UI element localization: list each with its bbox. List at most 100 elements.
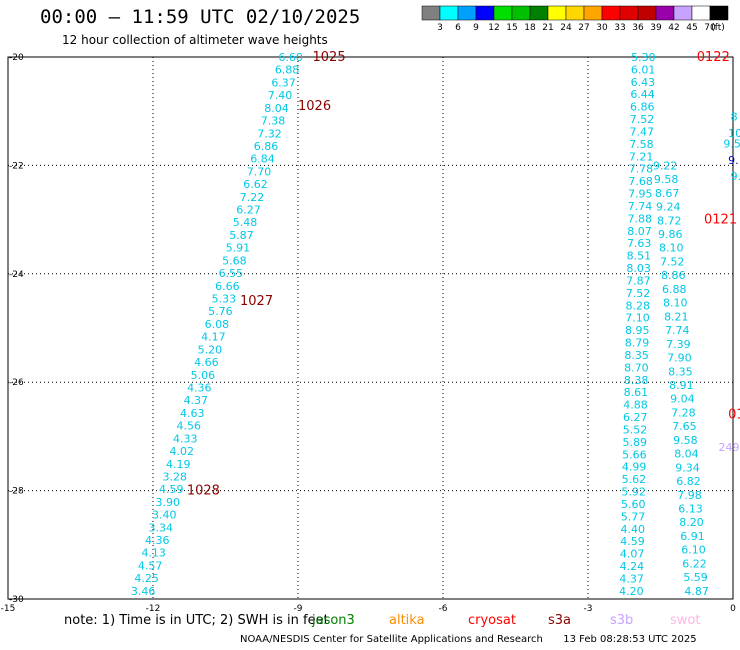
wave-height-label: 4.36 bbox=[187, 381, 212, 394]
wave-height-label: 7.38 bbox=[261, 115, 286, 128]
color-scale-label: 15 bbox=[506, 23, 517, 33]
generated-timestamp: 13 Feb 08:28:53 UTC 2025 bbox=[563, 634, 697, 645]
color-scale-label: 12 bbox=[488, 23, 499, 33]
wave-height-label: 8.07 bbox=[627, 225, 652, 238]
wave-height-label: 8.51 bbox=[627, 250, 652, 263]
wave-height-label: 7.21 bbox=[629, 150, 654, 163]
wave-height-label: 7.87 bbox=[626, 274, 651, 287]
color-scale-swatch bbox=[655, 5, 675, 21]
satellite-legend-swot: swot bbox=[670, 613, 701, 628]
wave-height-label: 6.60 bbox=[278, 51, 303, 64]
wave-height-label: 6.08 bbox=[205, 318, 230, 331]
wave-height-label: 4.33 bbox=[173, 432, 198, 445]
wave-height-label: 6.86 bbox=[630, 101, 655, 114]
footer-note: note: 1) Time is in UTC; 2) SWH is in fe… bbox=[64, 613, 329, 628]
x-tick-label: 0 bbox=[730, 604, 736, 614]
color-scale-label: 27 bbox=[578, 23, 589, 33]
wave-height-label: 4.19 bbox=[166, 458, 191, 471]
wave-height-label: 7.78 bbox=[629, 163, 654, 176]
wave-height-label: 4.63 bbox=[180, 407, 205, 420]
pass-time-label: 1028 bbox=[187, 484, 220, 499]
color-scale-swatch bbox=[439, 5, 459, 21]
wave-height-label: 8.28 bbox=[626, 299, 651, 312]
wave-height-label: 8.61 bbox=[624, 386, 649, 399]
wave-height-label: 8 bbox=[731, 111, 738, 124]
wave-height-label: 7.58 bbox=[629, 138, 654, 151]
wave-height-label: 7.95 bbox=[628, 188, 653, 201]
wave-height-label: 8.21 bbox=[664, 310, 689, 323]
color-scale-label: 24 bbox=[560, 23, 572, 33]
wave-height-label: 4.57 bbox=[138, 559, 163, 572]
wave-height-label: 7.52 bbox=[660, 255, 685, 268]
pass-time-label: 0122 bbox=[697, 50, 730, 65]
wave-height-label: 9.22 bbox=[653, 159, 678, 172]
color-scale-label: 6 bbox=[455, 23, 461, 33]
wave-height-label: 5.91 bbox=[226, 242, 251, 255]
wave-height-label: 6.22 bbox=[682, 557, 707, 570]
color-scale-swatch bbox=[457, 5, 477, 21]
wave-height-label: 8.03 bbox=[626, 262, 651, 275]
wave-height-label: 9.24 bbox=[656, 201, 681, 214]
color-scale-swatch bbox=[619, 5, 639, 21]
color-scale-swatch bbox=[565, 5, 585, 21]
wave-height-label: 7.98 bbox=[677, 489, 702, 502]
y-tick-label: -22 bbox=[9, 161, 24, 171]
pass-time-label: 0121 bbox=[704, 213, 737, 228]
wave-height-label: 4.13 bbox=[141, 547, 166, 560]
wave-height-label: 8.20 bbox=[679, 516, 704, 529]
wave-height-label: 4.59 bbox=[159, 483, 184, 496]
wave-height-label: 6.62 bbox=[243, 178, 268, 191]
color-scale-swatch bbox=[673, 5, 693, 21]
wave-height-label: 7.70 bbox=[247, 165, 272, 178]
wave-height-label: 9. bbox=[731, 170, 740, 183]
wave-height-label: 9.58 bbox=[654, 173, 679, 186]
wave-height-label: 8.38 bbox=[624, 374, 649, 387]
wave-height-label: 6.43 bbox=[631, 76, 656, 89]
wave-height-label: 7.10 bbox=[625, 312, 650, 325]
wave-height-label: 6.55 bbox=[219, 267, 244, 280]
wave-height-label: 7.52 bbox=[630, 113, 655, 126]
chart-subtitle: 12 hour collection of altimeter wave hei… bbox=[62, 33, 328, 47]
wave-height-label: 7.74 bbox=[628, 200, 653, 213]
color-scale-swatch bbox=[511, 5, 531, 21]
satellite-legend-s3a: s3a bbox=[548, 613, 572, 628]
wave-height-label: 8.67 bbox=[655, 187, 680, 200]
wave-height-label: 9.04 bbox=[670, 393, 695, 406]
color-scale-label: 70 bbox=[704, 23, 716, 33]
wave-height-label: 8.86 bbox=[661, 269, 686, 282]
wave-height-label: 5.92 bbox=[621, 486, 646, 499]
wave-height-label: 10 bbox=[728, 127, 740, 140]
satellite-legend-cryosat: cryosat bbox=[468, 613, 516, 628]
wave-height-label: 8.79 bbox=[625, 337, 650, 350]
wave-height-label: 4.59 bbox=[620, 535, 645, 548]
wave-height-label: 8.35 bbox=[668, 365, 693, 378]
wave-height-label: 6.27 bbox=[236, 204, 261, 217]
wave-height-label: 6.27 bbox=[623, 411, 648, 424]
y-tick-label: -30 bbox=[9, 595, 24, 605]
color-scale-swatch bbox=[475, 5, 495, 21]
satellite-legend-altika: altika bbox=[389, 613, 425, 628]
y-tick-label: -24 bbox=[9, 270, 24, 280]
wave-height-label: 5.87 bbox=[229, 229, 254, 242]
y-tick-label: -26 bbox=[9, 378, 24, 388]
wave-height-label: 5.62 bbox=[622, 473, 647, 486]
wave-height-label: 6.91 bbox=[680, 530, 705, 543]
wave-height-label: 4.88 bbox=[623, 399, 648, 412]
color-scale-swatch bbox=[709, 5, 729, 21]
wave-height-label: 6.13 bbox=[678, 503, 703, 516]
wave-height-label: 7.68 bbox=[628, 175, 653, 188]
color-scale-label: 36 bbox=[632, 23, 644, 33]
wave-height-label: 9.86 bbox=[658, 228, 683, 241]
wave-height-label: 6.82 bbox=[676, 475, 701, 488]
wave-height-label: 4.37 bbox=[184, 394, 209, 407]
wave-height-label: 4.36 bbox=[145, 534, 170, 547]
wave-height-label: 8.91 bbox=[669, 379, 694, 392]
wave-height-label: 7.47 bbox=[629, 125, 654, 138]
credit-text: NOAA/NESDIS Center for Satellite Applica… bbox=[240, 634, 543, 645]
x-tick-label: -9 bbox=[294, 604, 303, 614]
wave-height-label: 5.30 bbox=[631, 51, 656, 64]
wave-height-label: 8.10 bbox=[663, 297, 688, 310]
wave-height-label: 6.86 bbox=[254, 140, 279, 153]
wave-height-label: 8.35 bbox=[624, 349, 649, 362]
